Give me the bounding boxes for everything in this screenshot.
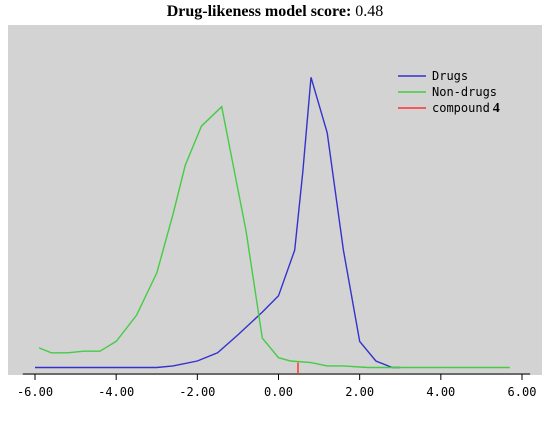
title-label: Drug-likeness model score: [166,3,352,20]
x-tick-label: 0.00 [264,385,293,399]
x-tick-label: -6.00 [17,385,53,399]
x-tick-label: 2.00 [345,385,374,399]
legend-label: Non-drugs [432,85,497,99]
series-line-drugs [35,77,401,369]
chart-title: Drug-likeness model score: 0.48 [0,3,550,21]
x-tick-label: 6.00 [508,385,537,399]
title-value: 0.48 [355,3,384,20]
x-tick-label: -2.00 [179,385,215,399]
x-tick-label: 4.00 [426,385,455,399]
legend-label: Drugs [432,69,468,83]
plot-area [8,25,542,375]
x-tick-label: -4.00 [98,385,134,399]
series-line-non-drugs [38,105,510,369]
legend-label: compound 4 [432,101,500,116]
legend: Drugs Non-drugs compound 4 [398,69,500,116]
